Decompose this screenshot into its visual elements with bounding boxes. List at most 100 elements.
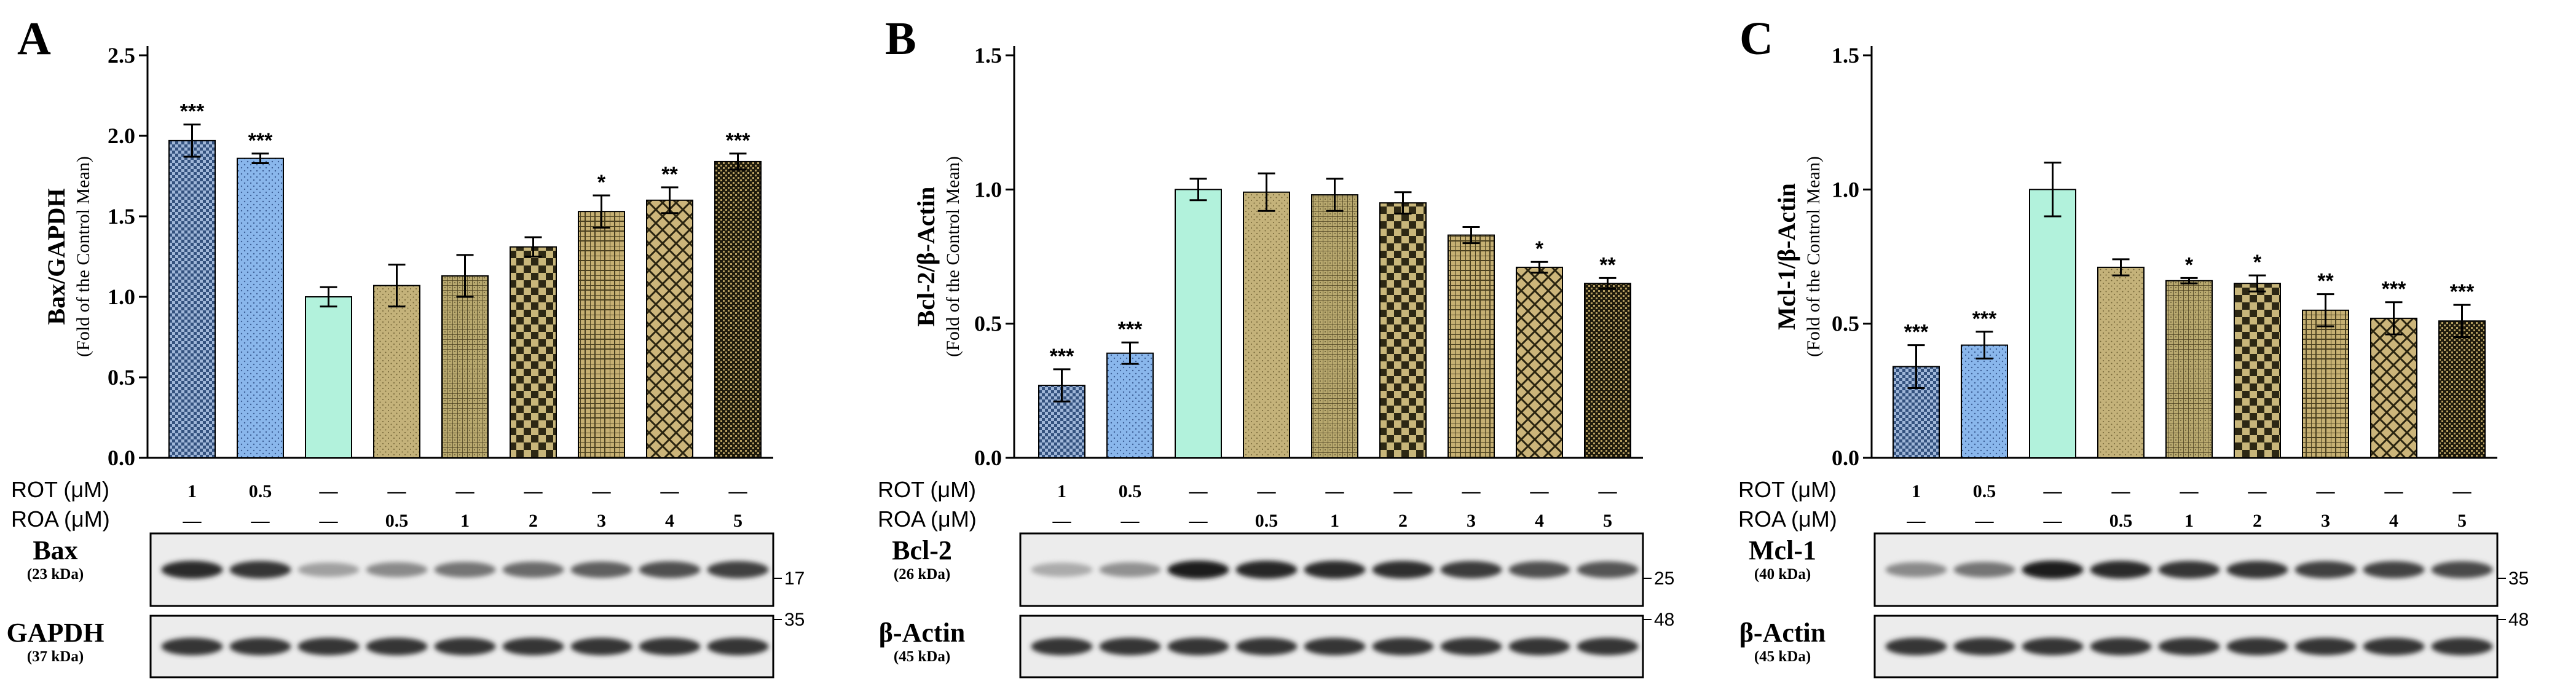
roa-dose: — [2043,511,2063,531]
y-tick-label: 0.5 [974,312,1002,336]
blot-kda: (37 kDa) [27,648,84,665]
blot-band [2226,637,2288,656]
y-tick-label: 0.0 [974,446,1002,470]
blot-protein-name: β-Actin [879,618,966,648]
mw-marker-label: 48 [2508,610,2529,630]
row-label-roa: ROA (μM) [1738,506,1837,532]
rot-dose: 1 [1912,481,1921,501]
blot-band [2158,637,2220,656]
mw-marker-label: 17 [784,568,805,589]
blot-band [1304,637,1366,656]
blot-band [1099,637,1161,656]
significance-label: * [1535,237,1544,261]
blot-band [2022,560,2084,579]
roa-dose: — [1907,511,1926,531]
rot-dose: — [455,481,475,501]
blot-band [707,637,769,656]
blot-band [1577,637,1639,656]
y-tick-label: 0.5 [108,365,135,390]
bar [1379,202,1427,458]
blot-band [1372,637,1434,656]
blot-band [2090,637,2152,656]
y-tick-label: 1.0 [974,177,1002,202]
rot-dose: — [1189,481,1208,501]
blot-band [434,562,496,578]
panels: A Bax/GAPDH (Fold of the Control Mean) 0.0 0… [7,13,2529,678]
roa-dose: — [1189,511,1208,531]
mw-marker-label: 48 [1654,610,1674,630]
blot-kda: (45 kDa) [894,648,950,665]
bar [1175,189,1222,458]
rot-dose: — [1393,481,1413,501]
blot-band [2431,561,2493,578]
blot-protein-name: Mcl-1 [1749,535,1816,565]
y-tick-label: 1.5 [1832,43,1859,68]
rot-dose: — [2180,481,2199,501]
bar [1243,191,1290,458]
roa-dose: 2 [2253,511,2262,531]
roa-dose: 0.5 [2109,511,2133,531]
blot-band [570,561,632,578]
blot-band [1885,562,1947,578]
bar [2370,317,2417,459]
blot-band [1953,637,2015,656]
roa-dose: — [319,511,339,531]
bar [373,285,420,458]
bar [2097,266,2145,458]
blot-band [502,637,564,656]
blot-kda: (45 kDa) [1754,648,1811,665]
blot-band [639,561,701,578]
mw-marker-label: 35 [2508,568,2529,589]
rot-dose: 1 [1057,481,1066,501]
blot-band [2022,637,2084,656]
roa-dose: 1 [460,511,470,531]
blot-band [434,637,496,656]
row-label-rot: ROT (μM) [1738,477,1837,502]
rot-dose: — [592,481,612,501]
significance-label: * [2185,253,2194,277]
panel-letter: A [17,13,51,65]
bar [714,160,762,458]
bar [1311,194,1358,458]
blot-protein-name: β-Actin [1739,618,1826,648]
significance-label: *** [1118,318,1143,341]
panel-b: B Bcl-2/β-Actin (Fold of the Control Mean)… [878,13,1674,678]
panel-letter: C [1739,13,1773,65]
rot-dose: 0.5 [1119,481,1142,501]
bar [1961,344,2008,458]
row-label-roa: ROA (μM) [878,506,977,532]
significance-label: *** [2382,278,2406,301]
significance-label: ** [2317,270,2334,293]
blot-band [2226,560,2288,579]
roa-dose: — [183,511,202,531]
roa-dose: 2 [1398,511,1408,531]
bar [1516,266,1563,458]
blot-band [366,637,428,656]
significance-label: *** [2450,280,2475,304]
rot-dose: — [2452,481,2472,501]
blot-band [161,560,223,579]
blot-band [1235,560,1298,579]
significance-label: *** [726,129,750,152]
bar [510,246,557,458]
y-axis-title: Bax/GAPDH [42,188,70,324]
significance-label: *** [1050,345,1074,368]
blot-band [1440,637,1502,656]
significance-label: *** [180,100,205,124]
blot-protein-name: Bax [33,535,77,565]
mw-marker-label: 35 [784,610,805,630]
blot-band [1372,560,1434,579]
rot-dose: — [2316,481,2336,501]
rot-dose: — [524,481,543,501]
blot-band [366,562,428,578]
y-tick-label: 1.0 [1832,177,1859,202]
roa-dose: 3 [2321,511,2330,531]
bar [2302,309,2349,459]
rot-dose: — [660,481,680,501]
roa-dose: 3 [597,511,606,531]
bar [441,275,489,458]
y-axis-subtitle: (Fold of the Control Mean) [943,156,963,357]
bar [305,296,352,458]
panel-a: A Bax/GAPDH (Fold of the Control Mean) 0.0 0… [7,13,805,678]
blot-protein-name: Bcl-2 [892,535,952,565]
